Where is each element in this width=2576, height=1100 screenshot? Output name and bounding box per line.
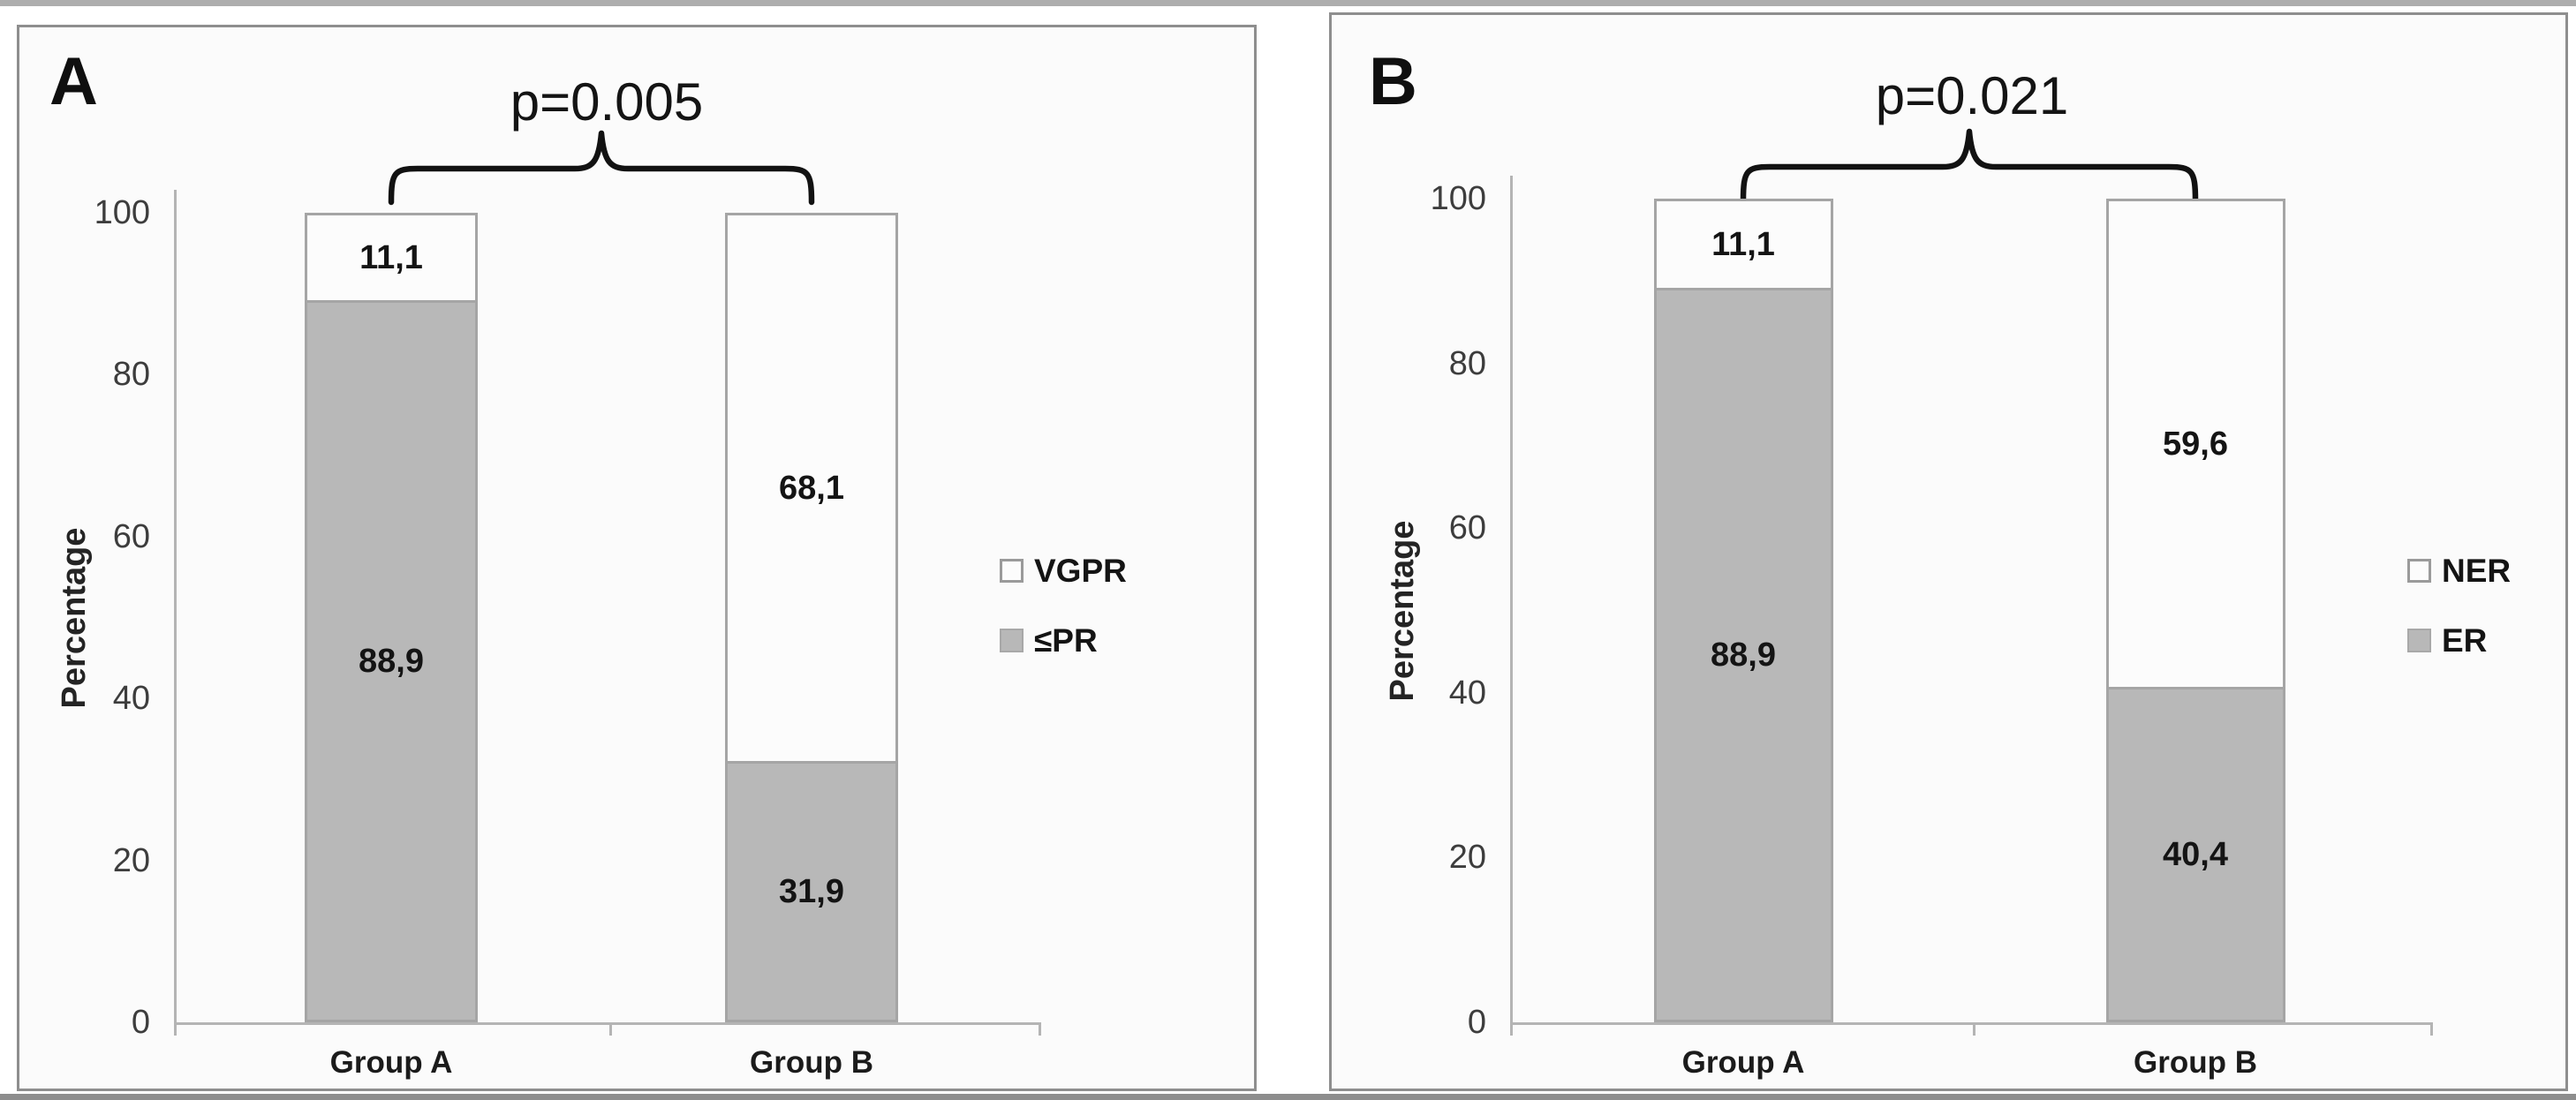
panel-a-y-tick-40: 40 bbox=[112, 680, 150, 718]
panel-b-p-value: p=0.021 bbox=[1875, 66, 2069, 125]
panel-b-comparison-brace bbox=[1740, 128, 2199, 204]
panel-a-group-a-lepr-segment: 88,9 bbox=[305, 302, 478, 1022]
panel-b-y-axis-line bbox=[1510, 176, 1513, 1036]
panel-a-bar-group-b: 68,1 31,9 bbox=[725, 213, 898, 1022]
panel-a-y-tick-20: 20 bbox=[112, 841, 150, 879]
panel-b-group-b-er-segment: 40,4 bbox=[2105, 689, 2285, 1022]
panel-b-group-a-er-segment: 88,9 bbox=[1653, 290, 1833, 1022]
panel-b-bar-group-a: 11,1 88,9 bbox=[1653, 199, 1833, 1022]
vgpr-legend-swatch-icon bbox=[1000, 559, 1024, 583]
panel-b-y-tick-40: 40 bbox=[1448, 674, 1486, 712]
panel-a-legend-row-vgpr: VGPR bbox=[1000, 554, 1127, 587]
lepr-legend-swatch-icon bbox=[1000, 629, 1024, 652]
panel-a-group-b-lepr-value: 31,9 bbox=[779, 873, 844, 911]
panel-a-group-a-vgpr-value: 11,1 bbox=[359, 238, 423, 276]
panel-a-legend: VGPR ≤PR bbox=[1000, 554, 1127, 657]
panel-b-group-a-er-value: 88,9 bbox=[1711, 636, 1776, 674]
panel-a: A p=0.005 Percentage 100 80 60 40 20 0 1… bbox=[17, 25, 1257, 1091]
figure-top-edge-line bbox=[0, 0, 2576, 6]
panel-b-y-tick-60: 60 bbox=[1448, 509, 1486, 547]
panel-b-group-b-ner-segment: 59,6 bbox=[2105, 199, 2285, 690]
ner-legend-swatch-icon bbox=[2407, 559, 2431, 583]
panel-a-legend-label-vgpr: VGPR bbox=[1034, 553, 1127, 589]
er-legend-swatch-icon bbox=[2407, 629, 2431, 652]
panel-b-x-axis-end-tick bbox=[2430, 1022, 2433, 1036]
panel-b-y-tick-0: 0 bbox=[1467, 1004, 1486, 1041]
panel-a-x-axis-end-tick bbox=[1039, 1022, 1041, 1036]
panel-a-legend-label-lepr: ≤PR bbox=[1034, 622, 1098, 659]
panel-a-group-a-vgpr-segment: 11,1 bbox=[305, 213, 478, 303]
panel-b-y-tick-80: 80 bbox=[1448, 344, 1486, 382]
panel-a-x-label-group-b: Group B bbox=[750, 1045, 873, 1080]
panel-a-letter: A bbox=[49, 44, 98, 119]
panel-b-legend-row-er: ER bbox=[2407, 624, 2511, 657]
panel-a-x-axis-mid-tick bbox=[608, 1022, 612, 1036]
panel-b-letter: B bbox=[1369, 44, 1417, 119]
figure-bottom-edge-line bbox=[0, 1094, 2576, 1100]
panel-a-group-b-lepr-segment: 31,9 bbox=[725, 764, 898, 1022]
panel-b-y-tick-100: 100 bbox=[1430, 180, 1486, 217]
panel-a-bar-group-a: 11,1 88,9 bbox=[305, 213, 478, 1022]
panel-a-p-value: p=0.005 bbox=[510, 72, 704, 132]
panel-a-group-a-lepr-value: 88,9 bbox=[359, 642, 424, 680]
panel-a-y-tick-0: 0 bbox=[131, 1004, 150, 1041]
panel-a-y-tick-60: 60 bbox=[112, 517, 150, 555]
panel-b-legend-label-er: ER bbox=[2442, 622, 2488, 659]
panel-b-legend-row-ner: NER bbox=[2407, 554, 2511, 587]
panel-b-x-label-group-a: Group A bbox=[1681, 1045, 1805, 1080]
panel-b-legend: NER ER bbox=[2407, 554, 2511, 657]
panel-a-x-label-group-a: Group A bbox=[329, 1045, 453, 1080]
panel-b-group-b-er-value: 40,4 bbox=[2163, 836, 2228, 874]
panel-a-y-tick-100: 100 bbox=[94, 194, 150, 231]
panel-b-group-a-ner-value: 11,1 bbox=[1711, 225, 1775, 263]
panel-b-y-tick-20: 20 bbox=[1448, 839, 1486, 877]
panel-b-group-b-ner-value: 59,6 bbox=[2163, 426, 2228, 463]
panel-b-group-a-ner-segment: 11,1 bbox=[1653, 199, 1833, 290]
panel-a-legend-row-lepr: ≤PR bbox=[1000, 624, 1127, 657]
panel-a-group-b-vgpr-segment: 68,1 bbox=[725, 213, 898, 765]
panel-b-x-label-group-b: Group B bbox=[2134, 1045, 2257, 1080]
panel-b: B p=0.021 Percentage 100 80 60 40 20 0 1… bbox=[1329, 12, 2568, 1091]
panel-b-bar-group-b: 59,6 40,4 bbox=[2105, 199, 2285, 1022]
panel-a-y-tick-80: 80 bbox=[112, 356, 150, 394]
panel-a-group-b-vgpr-value: 68,1 bbox=[779, 470, 844, 508]
panel-b-legend-label-ner: NER bbox=[2442, 553, 2512, 589]
panel-a-y-axis-line bbox=[174, 190, 177, 1036]
panel-b-x-axis-mid-tick bbox=[1973, 1022, 1975, 1036]
